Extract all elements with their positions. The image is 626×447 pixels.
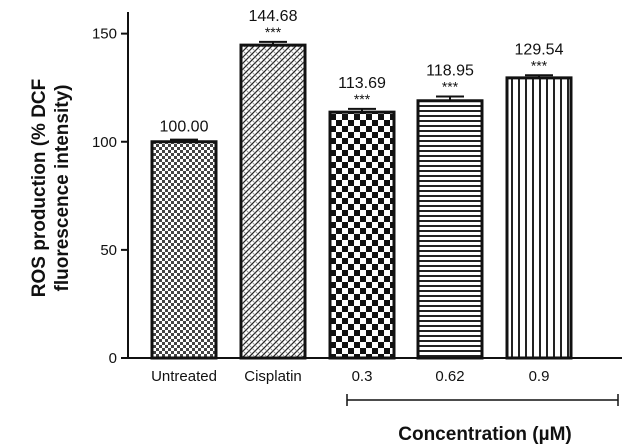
y-axis-title-line1: ROS production (% DCF xyxy=(29,79,50,297)
labels: 100.00Untreated***144.68Cisplatin***113.… xyxy=(151,8,564,385)
bar-Cisplatin xyxy=(239,43,307,360)
y-tick-label: 50 xyxy=(100,242,117,259)
y-tick-label: 150 xyxy=(92,26,117,43)
data-label: 100.00 xyxy=(160,119,209,136)
x-tick-label: 0.62 xyxy=(435,368,464,385)
significance-marker: *** xyxy=(531,57,548,73)
x-tick-label: Untreated xyxy=(151,368,217,385)
x-tick-label: 0.3 xyxy=(352,368,373,385)
data-label: 144.68 xyxy=(249,8,298,25)
bars xyxy=(150,40,573,360)
x-axis-title: Concentration (µM) xyxy=(398,424,572,445)
data-label: 129.54 xyxy=(515,41,564,58)
y-tick-label: 0 xyxy=(109,350,117,367)
x-tick-label: 0.9 xyxy=(529,368,550,385)
y-tick-label: 100 xyxy=(92,134,117,151)
significance-marker: *** xyxy=(354,91,371,107)
y-ticks: 0 50 100 150 xyxy=(92,26,128,367)
bar-0.9 xyxy=(505,76,573,360)
significance-marker: *** xyxy=(442,78,459,94)
concentration-bracket xyxy=(346,394,619,406)
y-axis-title-line2: fluorescence intensity) xyxy=(52,85,73,292)
data-label: 118.95 xyxy=(426,62,474,79)
significance-marker: *** xyxy=(265,24,282,40)
bar-Untreated xyxy=(150,140,218,360)
bar-0.62 xyxy=(416,99,484,360)
x-tick-label: Cisplatin xyxy=(244,368,302,385)
bar-0.3 xyxy=(328,110,396,360)
data-label: 113.69 xyxy=(338,75,386,92)
